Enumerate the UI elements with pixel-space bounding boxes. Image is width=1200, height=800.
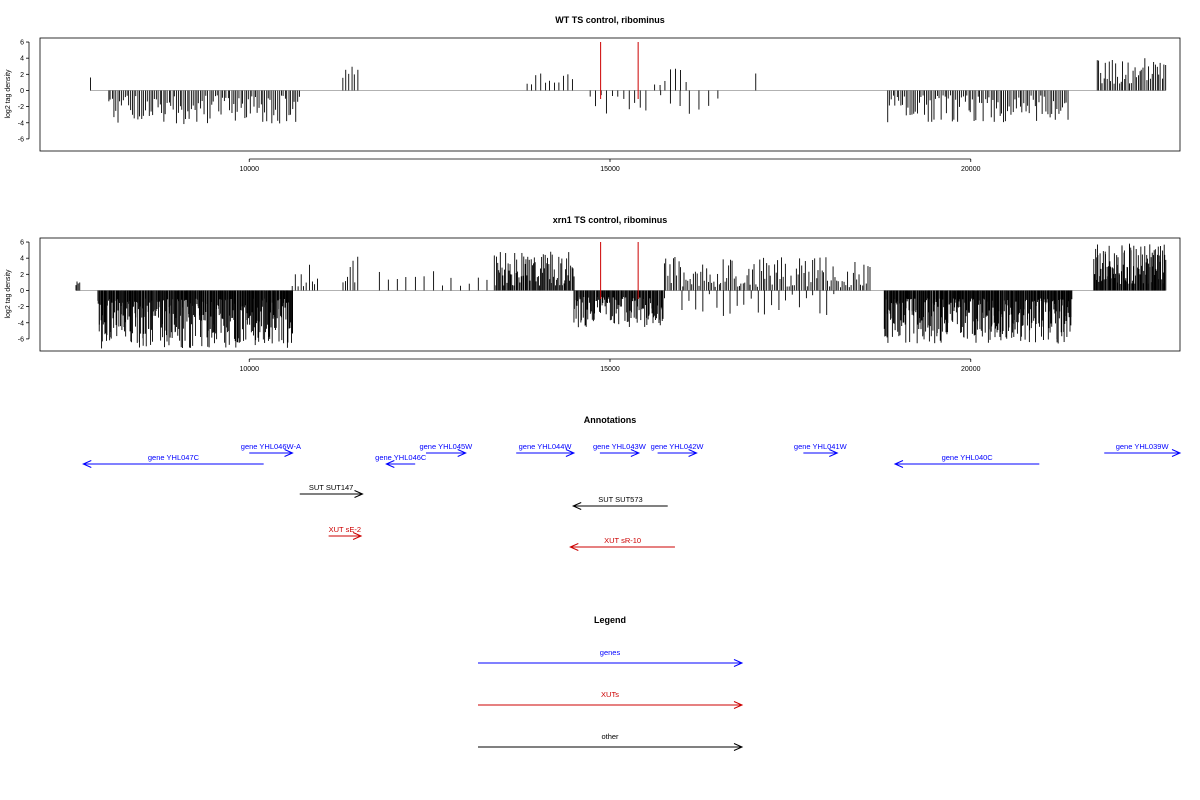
annotation-arrow-head [893, 460, 904, 468]
legend-item: XUTs [478, 690, 744, 709]
wt-track-y-tick-label: 0 [20, 88, 24, 95]
legend-label: other [601, 732, 619, 741]
legend-label: XUTs [601, 690, 619, 699]
wt-track-x-tick-label: 15000 [600, 166, 620, 173]
wt-track-y-tick-label: -4 [18, 120, 24, 127]
legend-title: Legend [594, 615, 626, 625]
annotation-label: gene YHL046C [375, 453, 427, 462]
annotation-arrow-head [688, 449, 698, 457]
annotation-arrow-head [385, 460, 395, 468]
annotation-feature: gene YHL042W [651, 442, 705, 457]
annotation-feature: gene YHL039W [1104, 442, 1182, 457]
annotation-feature: SUT SUT573 [571, 495, 668, 510]
xrn1-track-plot-frame [39, 237, 1181, 352]
xrn1-track-panel: xrn1 TS control, ribominus 6 4 2 0 -2 -4 -6 10… [5, 215, 1181, 373]
annotation-arrow-head [82, 460, 92, 468]
annotation-feature: gene YHL043W [593, 442, 647, 457]
legend-items: genes XUTs other [478, 648, 744, 751]
annotation-arrow-head [284, 449, 294, 457]
xrn1-track-title: xrn1 TS control, ribominus [553, 215, 668, 225]
wt-track-y-tick-label: 2 [20, 72, 24, 79]
annotation-arrow-head [354, 490, 364, 498]
xrn1-track-y-tick-label: 6 [20, 240, 24, 247]
annotation-feature: XUT sE-2 [328, 525, 363, 540]
wt-track-bars [90, 42, 1167, 125]
wt-track-x-axis: 10000 15000 20000 [240, 158, 981, 173]
wt-track-y-axis: 6 4 2 0 -2 -4 -6 [18, 40, 30, 143]
xrn1-track-y-tick-label: -6 [18, 336, 24, 343]
annotation-feature: gene YHL046C [375, 453, 427, 468]
legend-item: genes [478, 648, 744, 667]
annotation-label: SUT SUT147 [309, 483, 353, 492]
annotation-arrow-head [571, 502, 582, 510]
legend-arrow-head [733, 659, 744, 667]
annotation-label: gene YHL045W [419, 442, 473, 451]
wt-track-y-tick-label: -6 [18, 136, 24, 143]
wt-track-panel: WT TS control, ribominus 6 4 2 0 -2 -4 -6 1000… [5, 15, 1181, 173]
annotation-arrow-head [569, 543, 579, 551]
annotation-label: gene YHL041W [794, 442, 848, 451]
xrn1-track-y-tick-label: 4 [20, 256, 24, 263]
annotation-label: gene YHL046W-A [241, 442, 301, 451]
wt-track-y-tick-label: -2 [18, 104, 24, 111]
annotation-feature: XUT sR-10 [569, 536, 675, 551]
xrn1-track-x-axis: 10000 15000 20000 [240, 358, 981, 373]
legend-arrow-head [733, 701, 744, 709]
wt-track-x-tick-label: 20000 [961, 166, 981, 173]
xrn1-track-y-tick-label: -2 [18, 304, 24, 311]
annotation-label: XUT sR-10 [604, 536, 641, 545]
wt-track-y-tick-label: 6 [20, 40, 24, 47]
annotation-label: gene YHL043W [593, 442, 647, 451]
annotation-label: XUT sE-2 [329, 525, 361, 534]
wt-track-x-tick-label: 10000 [240, 166, 260, 173]
annotation-label: gene YHL042W [651, 442, 705, 451]
legend-panel: Legend genes XUTs other [478, 615, 744, 751]
wt-track-y-tick-label: 4 [20, 56, 24, 63]
annotations-title: Annotations [584, 415, 637, 425]
wt-track-title: WT TS control, ribominus [555, 15, 665, 25]
wt-track-plot-frame [39, 37, 1181, 152]
xrn1-track-bars [75, 242, 1167, 349]
annotation-feature: gene YHL041W [794, 442, 848, 457]
annotation-label: gene YHL040C [942, 453, 994, 462]
annotation-feature: gene YHL040C [893, 453, 1040, 468]
xrn1-track-x-tick-label: 10000 [240, 366, 260, 373]
annotation-arrow-head [352, 532, 363, 540]
annotation-arrow-head [630, 449, 641, 457]
annotation-features: gene YHL046W-A gene YHL047C gene YHL045W ge… [82, 442, 1182, 551]
legend-item: other [478, 732, 744, 751]
xrn1-track-x-tick-label: 15000 [600, 366, 620, 373]
annotation-feature: gene YHL044W [516, 442, 576, 457]
xrn1-track-y-axis: 6 4 2 0 -2 -4 -6 [18, 240, 30, 343]
annotation-label: SUT SUT573 [598, 495, 642, 504]
legend-label: genes [600, 648, 621, 657]
annotation-feature: gene YHL045W [419, 442, 473, 457]
xrn1-track-y-tick-label: -4 [18, 320, 24, 327]
xrn1-track-x-tick-label: 20000 [961, 366, 981, 373]
annotation-feature: gene YHL047C [82, 453, 264, 468]
annotation-label: gene YHL047C [148, 453, 200, 462]
annotation-arrow-head [1171, 449, 1182, 457]
annotation-arrow-head [457, 449, 467, 457]
annotation-arrow-head [829, 449, 839, 457]
annotation-label: gene YHL044W [519, 442, 573, 451]
annotation-feature: SUT SUT147 [299, 483, 364, 498]
legend-arrow-head [733, 743, 744, 751]
annotation-arrow-head [565, 449, 576, 457]
xrn1-track-y-tick-label: 0 [20, 288, 24, 295]
annotation-label: gene YHL039W [1116, 442, 1170, 451]
wt-track-y-axis-label: log2 tag density [5, 69, 12, 119]
xrn1-track-y-tick-label: 2 [20, 272, 24, 279]
xrn1-track-y-axis-label: log2 tag density [5, 269, 12, 319]
annotation-feature: gene YHL046W-A [241, 442, 301, 457]
